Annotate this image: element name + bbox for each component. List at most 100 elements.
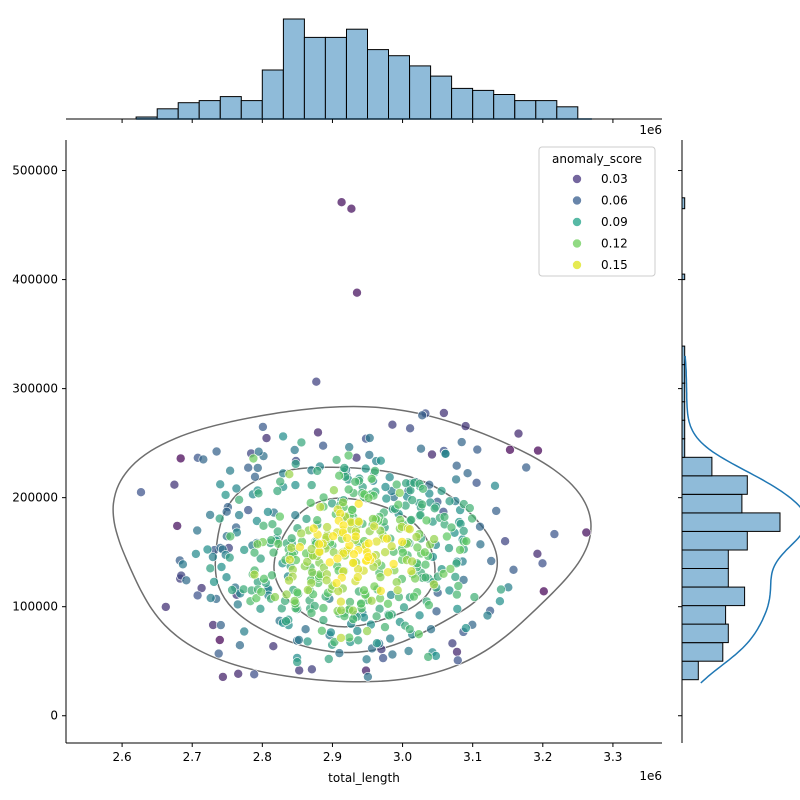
scatter-point (250, 471, 260, 482)
scatter-point (258, 520, 269, 531)
scatter-point (255, 603, 266, 614)
right-histogram-bars (681, 197, 781, 681)
scatter-point (215, 635, 225, 645)
right-histogram-bar (681, 568, 729, 588)
scatter-point (414, 610, 425, 621)
right-histogram-bar (681, 531, 748, 551)
y-tick-label: 0 (50, 709, 58, 723)
scatter-point (213, 648, 224, 659)
scatter-point (243, 462, 253, 473)
right-histogram-bar (681, 660, 699, 681)
scatter-point (399, 602, 409, 613)
scatter-point (208, 552, 218, 562)
scatter-point (344, 442, 355, 452)
scatter-point (513, 428, 524, 439)
scatter-point (252, 516, 262, 526)
scatter-point (305, 498, 316, 508)
scatter-point (224, 552, 235, 563)
y-tick-label: 400000 (12, 273, 58, 287)
right-kde-line (684, 355, 800, 684)
scatter-point (444, 496, 455, 507)
scatter-point (284, 575, 294, 586)
scatter-point (296, 528, 307, 539)
scatter-point (469, 592, 480, 602)
scatter-point (452, 647, 462, 657)
scatter-point (352, 287, 362, 298)
scatter-point (538, 586, 549, 597)
top-histogram-bar (388, 55, 410, 120)
scatter-point (239, 626, 249, 637)
scatter-point (290, 510, 301, 521)
scatter-point (169, 479, 180, 490)
scatter-point (495, 596, 505, 607)
scatter-point (388, 559, 399, 569)
scatter-point (351, 452, 362, 463)
scatter-point (328, 531, 339, 542)
top-histogram-bar (261, 69, 284, 120)
scatter-point (318, 492, 329, 503)
scatter-point (439, 512, 450, 522)
top-histogram-bar (324, 36, 347, 120)
scatter-point (363, 538, 374, 549)
scatter-point (286, 533, 297, 544)
scatter-point (251, 593, 262, 604)
scatter-point (192, 525, 202, 536)
scatter-point (418, 483, 428, 494)
scatter-point (215, 479, 225, 490)
scatter-point (364, 433, 375, 443)
scatter-point (421, 515, 432, 526)
scatter-point (192, 590, 203, 601)
scatter-point (360, 463, 371, 474)
top-histogram-bar (367, 49, 389, 120)
scatter-point (384, 610, 394, 621)
x-ticks: 2.6 2.7 2.8 2.9 3.0 3.1 3.2 3.3 (113, 743, 622, 764)
x-offset-label: 1e6 (639, 769, 662, 783)
top-histogram-bar (282, 18, 305, 120)
scatter-point (178, 559, 188, 570)
legend-items: 0.03 0.06 0.09 0.12 0.15 (572, 172, 628, 272)
scatter-point (348, 605, 358, 616)
scatter-point (312, 515, 323, 526)
scatter-point (292, 657, 303, 667)
top-histogram-bar (303, 36, 326, 120)
legend-frame (538, 146, 656, 277)
scatter-point (346, 203, 357, 214)
scatter-point (268, 547, 279, 558)
right-histogram-bar (681, 586, 746, 607)
scatter-point (380, 547, 390, 558)
scatter-point (233, 599, 243, 610)
right-histogram-bar (681, 605, 727, 625)
scatter-point (508, 564, 519, 575)
scatter-point (447, 638, 458, 649)
scatter-point (394, 488, 405, 498)
scatter-point (289, 445, 300, 455)
scatter-point (461, 623, 471, 633)
x-tick-label: 2.9 (323, 750, 342, 764)
scatter-point (205, 593, 216, 603)
scatter-point (336, 633, 346, 643)
scatter-point (420, 572, 431, 583)
legend-marker (572, 174, 582, 184)
legend-title: anomaly_score (552, 152, 642, 166)
scatter-point (366, 595, 377, 606)
scatter-point (307, 567, 318, 578)
scatter-point (136, 487, 146, 498)
scatter-point (406, 566, 417, 577)
scatter-point (378, 653, 388, 663)
scatter-point (491, 506, 502, 516)
scatter-point (218, 672, 228, 682)
legend-marker (572, 260, 582, 270)
scatter-point (214, 513, 225, 524)
x-tick-label: 3.2 (533, 750, 552, 764)
top-histogram-bar (472, 89, 495, 120)
top-x-ticks (121, 119, 614, 123)
scatter-point (475, 539, 486, 550)
scatter-point (331, 578, 342, 588)
scatter-point (302, 556, 313, 567)
scatter-point (405, 423, 415, 434)
scatter-point (300, 624, 311, 635)
scatter-point (407, 495, 418, 505)
right-histogram-bar (681, 642, 724, 662)
scatter-point (315, 502, 326, 512)
scatter-point (404, 524, 415, 535)
